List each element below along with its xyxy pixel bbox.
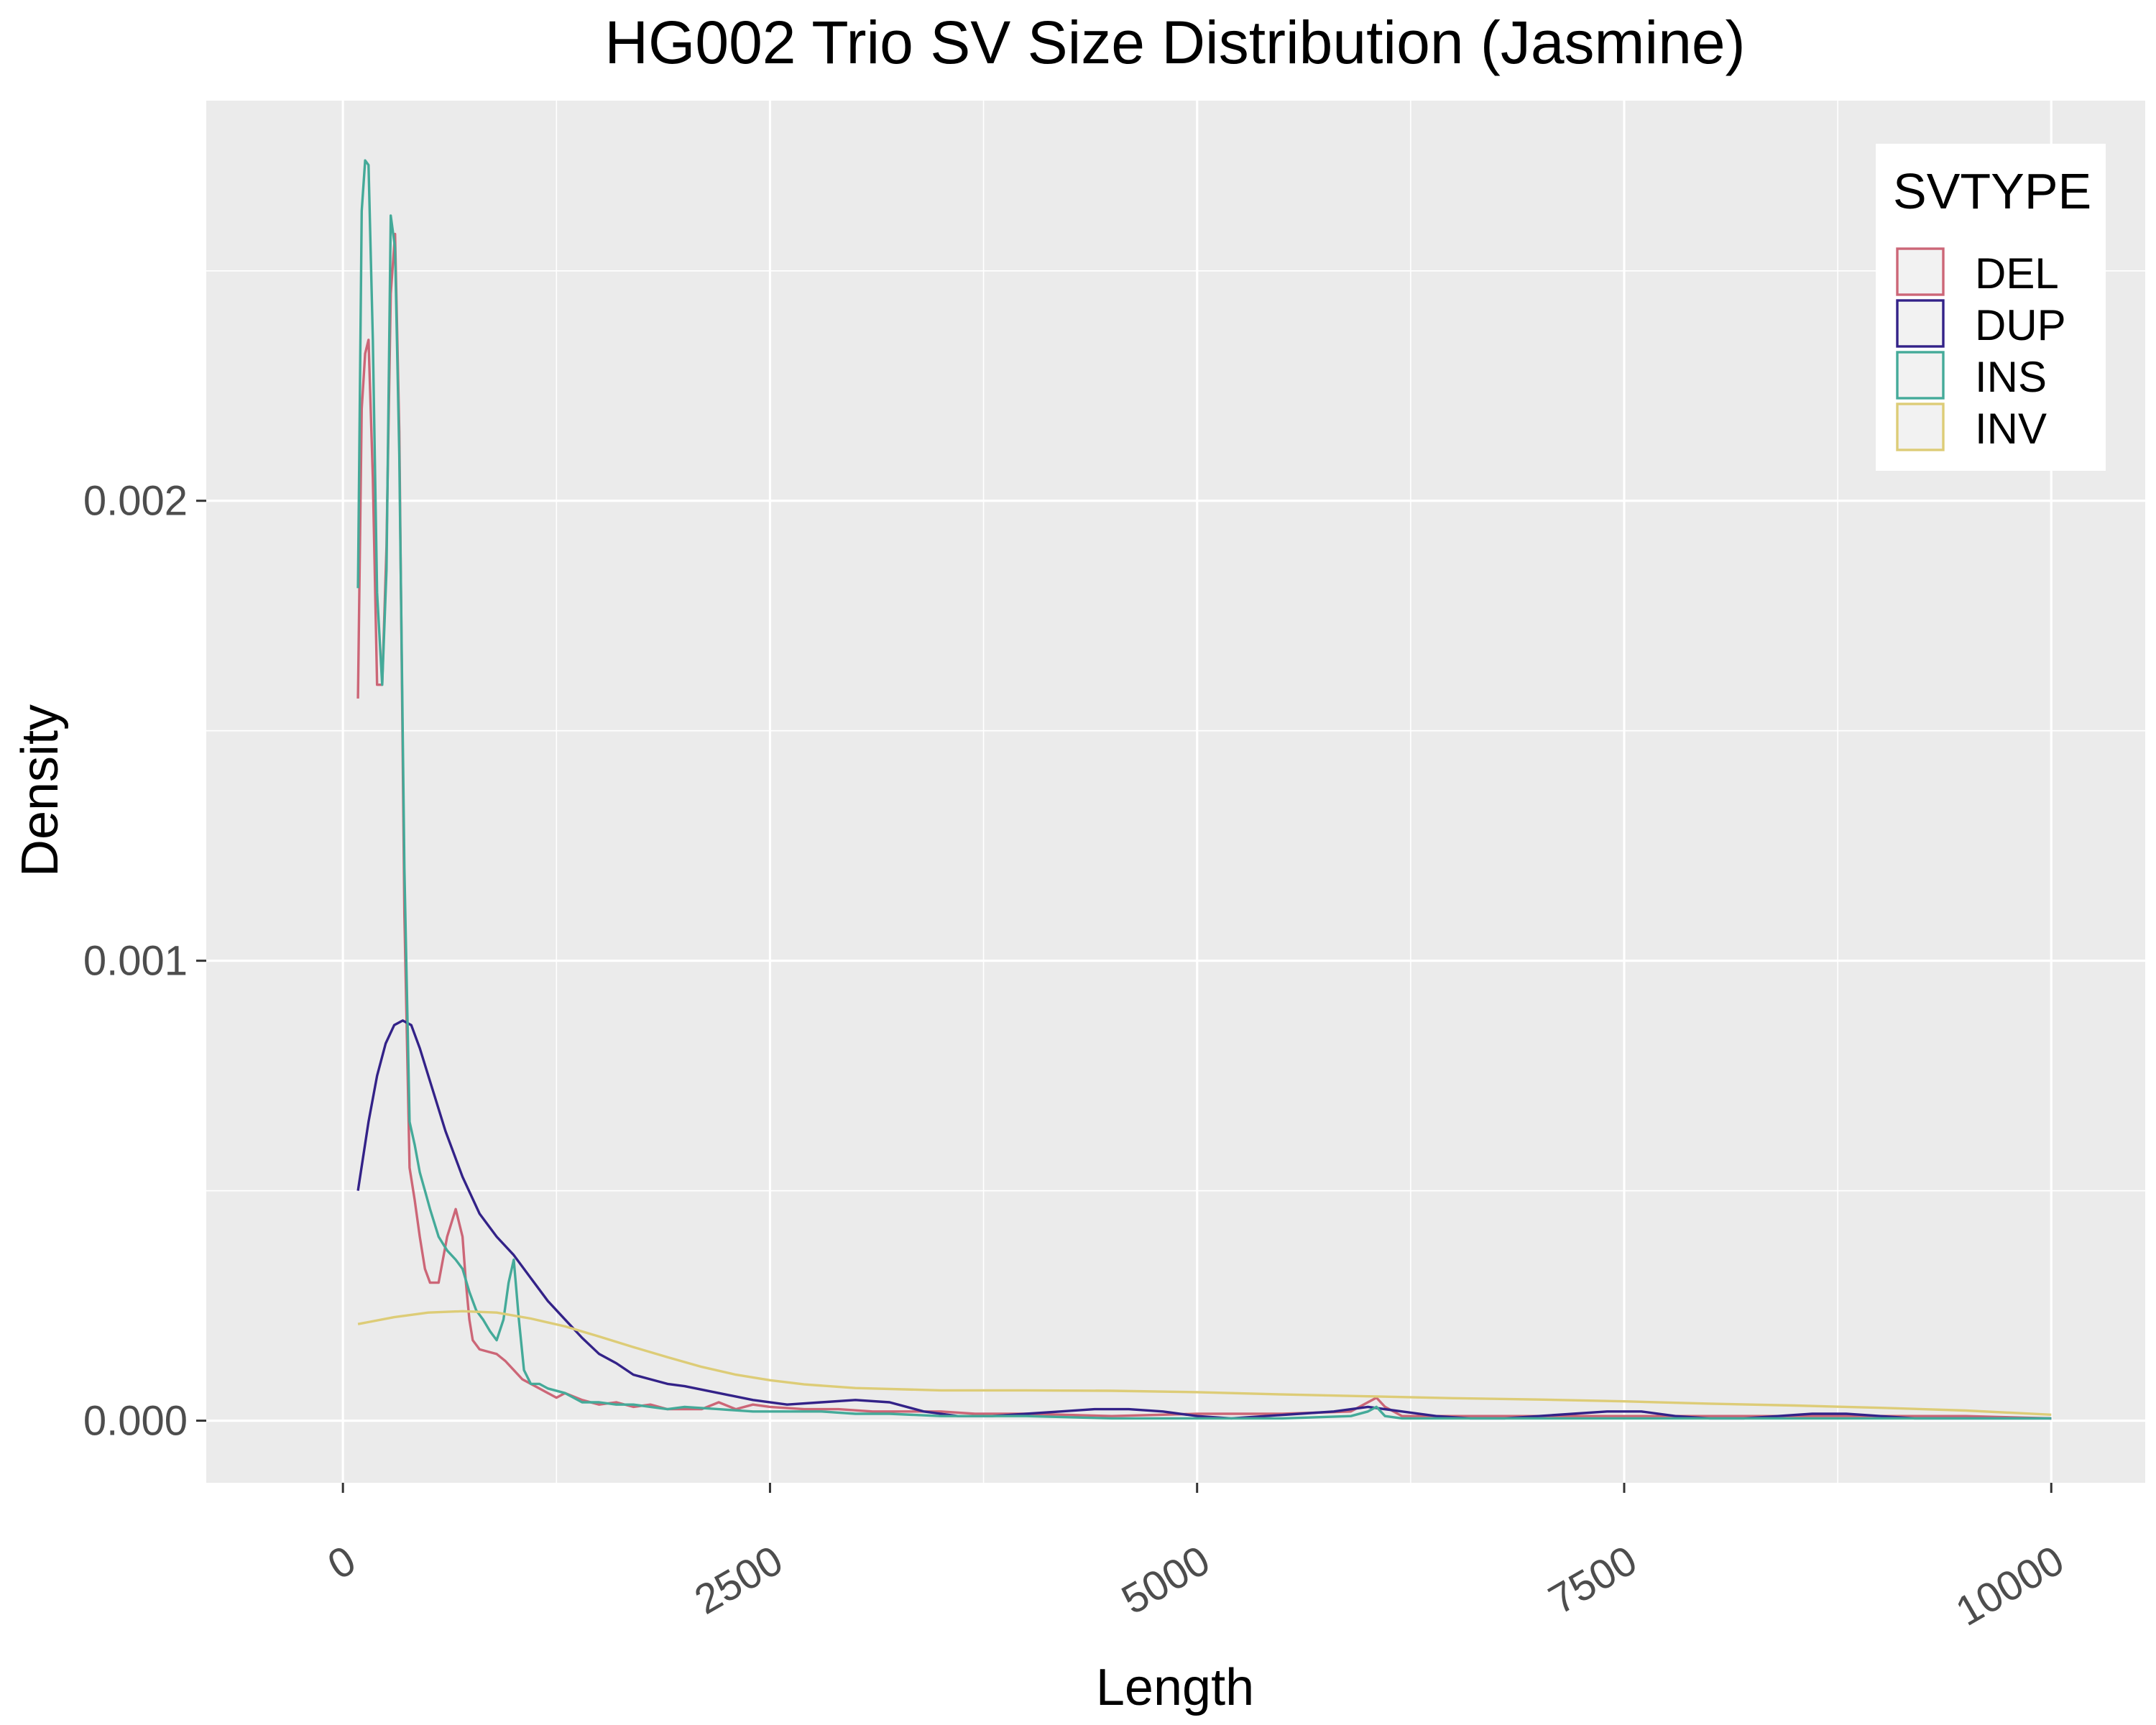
plot-panel [206,101,2145,1483]
legend-label-del: DEL [1975,249,2059,298]
series-line-ins [356,159,2052,1420]
chart-title: HG002 Trio SV Size Distribution (Jasmine… [604,9,1745,76]
x-tick-label: 7500 [1541,1537,1644,1624]
legend-label-inv: INV [1975,405,2047,453]
legend-label-dup: DUP [1975,301,2066,349]
legend-title: SVTYPE [1893,163,2091,219]
x-tick-label: 5000 [1114,1537,1217,1624]
legend-key-inv [1896,402,1945,451]
x-tick-label: 10000 [1948,1537,2072,1635]
y-axis: 0.000 0.001 0.002 [83,478,206,1445]
x-axis-title: Length [1096,1659,1254,1716]
y-tick-label: 0.000 [83,1398,188,1445]
y-axis-title: Density [11,704,69,877]
legend-key-del [1896,247,1945,296]
legend-label-ins: INS [1975,353,2047,401]
x-tick-label: 0 [320,1537,363,1588]
minor-gridlines [206,101,2145,1483]
y-tick-label: 0.002 [83,478,188,525]
x-tick-label: 2500 [687,1537,791,1624]
legend-key-dup [1896,299,1945,348]
series-line-inv [357,1310,2052,1416]
y-tick-label: 0.001 [83,938,188,985]
x-axis: 0 2500 5000 7500 10000 [320,1483,2072,1635]
legend-key-ins [1896,351,1945,400]
series-lines [356,159,2052,1420]
